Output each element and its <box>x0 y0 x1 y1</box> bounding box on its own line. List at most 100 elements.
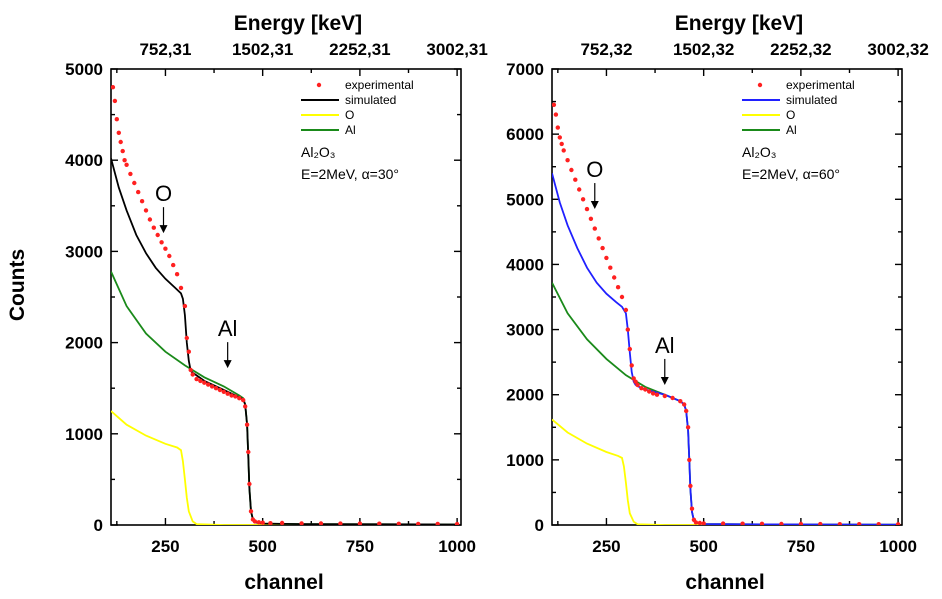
legend-label: simulated <box>345 93 396 107</box>
data-point <box>798 521 804 525</box>
data-point <box>247 481 252 487</box>
x-tick-label: 750 <box>346 537 374 556</box>
data-point <box>633 379 638 384</box>
plot-frame <box>110 68 462 526</box>
legend-marker-experimental <box>757 82 763 88</box>
data-point <box>678 399 683 404</box>
data-point <box>857 522 862 525</box>
data-point <box>615 285 621 290</box>
data-point <box>202 380 207 385</box>
annotation-text: Al₂O₃ <box>301 144 335 160</box>
data-point <box>561 148 566 153</box>
peak-label: Al <box>655 333 675 358</box>
data-point <box>174 272 180 277</box>
annotation-text: Al₂O₃ <box>742 144 776 160</box>
data-point <box>167 253 172 259</box>
legend-marker-experimental <box>316 82 322 88</box>
data-point <box>416 521 421 525</box>
data-point <box>639 386 644 391</box>
y-tick-label: 0 <box>94 516 103 535</box>
data-point <box>120 148 125 154</box>
data-point <box>584 206 590 212</box>
data-point <box>650 391 656 396</box>
data-point <box>612 275 617 280</box>
data-point <box>720 521 726 525</box>
data-point <box>604 255 609 261</box>
peak-label: Al <box>218 316 238 341</box>
data-point <box>268 521 273 525</box>
top-tick-label: 2252,31 <box>329 40 390 59</box>
annotation-text: E=2MeV, α=60° <box>742 166 840 182</box>
plot-area <box>552 102 901 525</box>
data-point <box>569 167 574 173</box>
data-point <box>580 197 586 202</box>
top-tick-label: 752,31 <box>139 40 191 59</box>
data-point <box>147 217 153 222</box>
top-axis-title: Energy [keV] <box>234 12 362 35</box>
chart-panel-2: 0 1000 2000 3000 4000 5000 6000 7000 250 500 750 10… <box>506 12 929 594</box>
data-point <box>396 521 401 525</box>
data-point <box>171 262 176 268</box>
peak-label: O <box>155 181 172 206</box>
annotation-text: E=2MeV, α=30° <box>301 166 399 182</box>
data-point <box>229 393 234 398</box>
y-tick-label: 2000 <box>65 334 103 353</box>
data-point <box>213 386 219 391</box>
legend-label: O <box>786 108 795 122</box>
data-point <box>279 520 285 525</box>
data-point <box>555 125 560 130</box>
data-point <box>186 349 191 354</box>
data-point <box>688 483 693 489</box>
data-point <box>623 307 629 313</box>
y-tick-label: 2000 <box>506 386 544 405</box>
data-point <box>155 232 160 238</box>
y-tick-label: 6000 <box>506 125 544 144</box>
data-point <box>221 389 226 394</box>
data-point <box>693 520 699 525</box>
data-point <box>217 387 223 393</box>
y-tick-label: 4000 <box>65 151 103 170</box>
data-point <box>188 367 193 373</box>
peak-arrow-head <box>660 376 669 385</box>
data-point <box>299 521 304 525</box>
series-line-simulated <box>552 172 899 525</box>
data-point <box>377 521 382 525</box>
data-point <box>184 335 189 341</box>
x-axis-title: channel <box>685 571 764 594</box>
series-line-o <box>552 418 899 525</box>
data-point <box>577 187 582 192</box>
data-point <box>111 85 116 90</box>
plot-area <box>111 85 460 525</box>
data-point <box>565 158 570 163</box>
top-tick-label: 1502,31 <box>232 40 293 59</box>
top-tick-label: 3002,32 <box>867 40 928 59</box>
data-point <box>654 392 660 397</box>
data-point <box>248 509 254 514</box>
y-tick-label: 5000 <box>65 60 103 79</box>
data-point <box>684 408 689 414</box>
x-tick-label: 1000 <box>879 537 917 556</box>
data-point <box>190 372 195 377</box>
data-point <box>244 422 250 427</box>
data-point <box>596 236 601 241</box>
data-point <box>122 158 127 163</box>
legend-label: Al <box>345 123 356 137</box>
peak-label: O <box>586 157 603 182</box>
top-tick-label: 1502,32 <box>673 40 734 59</box>
data-point <box>647 389 652 394</box>
data-point <box>625 327 630 332</box>
legend-label: experimental <box>345 78 414 92</box>
data-point <box>435 521 440 525</box>
data-point <box>260 520 265 525</box>
data-point <box>124 162 129 167</box>
data-point <box>225 391 230 396</box>
data-point <box>118 139 123 145</box>
chart-panel-1: 0 1000 2000 3000 4000 5000 250 500 750 1000 752,31… <box>6 12 488 594</box>
peak-arrow-head <box>590 201 599 210</box>
x-tick-label: 750 <box>787 537 815 556</box>
data-point <box>206 382 211 387</box>
data-point <box>557 135 562 140</box>
data-point <box>194 376 199 382</box>
